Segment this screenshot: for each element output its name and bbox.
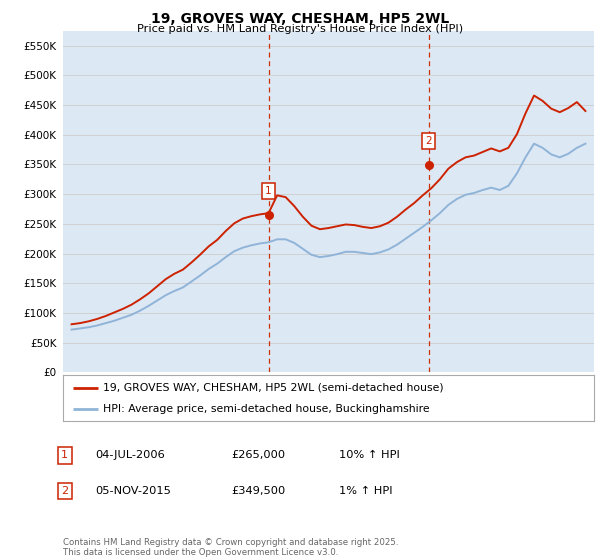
Text: 05-NOV-2015: 05-NOV-2015 [95, 486, 170, 496]
Text: Contains HM Land Registry data © Crown copyright and database right 2025.
This d: Contains HM Land Registry data © Crown c… [63, 538, 398, 557]
Text: £349,500: £349,500 [231, 486, 285, 496]
Text: 2: 2 [425, 136, 432, 146]
Text: 1: 1 [265, 186, 272, 196]
Text: HPI: Average price, semi-detached house, Buckinghamshire: HPI: Average price, semi-detached house,… [103, 404, 430, 414]
Text: Price paid vs. HM Land Registry's House Price Index (HPI): Price paid vs. HM Land Registry's House … [137, 24, 463, 34]
Text: £265,000: £265,000 [231, 450, 285, 460]
Text: 04-JUL-2006: 04-JUL-2006 [95, 450, 164, 460]
Text: 10% ↑ HPI: 10% ↑ HPI [339, 450, 400, 460]
Text: 19, GROVES WAY, CHESHAM, HP5 2WL: 19, GROVES WAY, CHESHAM, HP5 2WL [151, 12, 449, 26]
Text: 19, GROVES WAY, CHESHAM, HP5 2WL (semi-detached house): 19, GROVES WAY, CHESHAM, HP5 2WL (semi-d… [103, 382, 443, 393]
Text: 1% ↑ HPI: 1% ↑ HPI [339, 486, 392, 496]
Text: 1: 1 [61, 450, 68, 460]
Text: 2: 2 [61, 486, 68, 496]
